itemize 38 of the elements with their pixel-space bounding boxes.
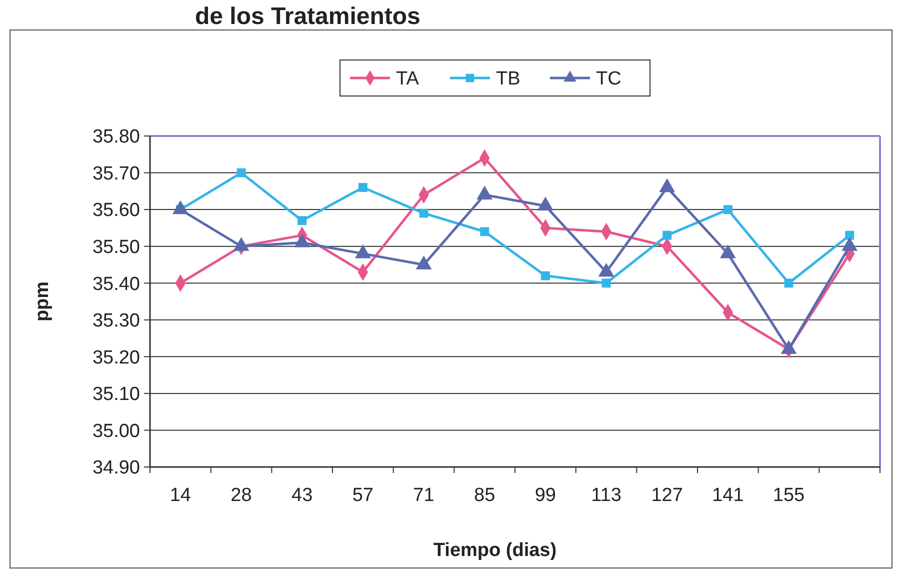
legend-label: TA <box>396 68 420 90</box>
y-tick-label: 35.50 <box>92 236 140 258</box>
point <box>845 230 854 240</box>
x-tick-label: 155 <box>772 485 805 506</box>
x-tick-label: 57 <box>352 485 374 506</box>
y-axis-title: ppm <box>32 281 53 322</box>
point <box>480 227 490 236</box>
x-axis-title: Tiempo (dias) <box>433 540 557 561</box>
point <box>236 168 246 178</box>
y-tick-label: 35.30 <box>92 310 140 332</box>
x-tick-label: 113 <box>591 485 622 506</box>
y-tick-label: 35.20 <box>92 347 140 368</box>
point <box>784 278 794 288</box>
point <box>298 216 307 226</box>
x-tick-label: 71 <box>413 485 434 506</box>
point <box>723 205 732 214</box>
y-tick-label: 35.80 <box>92 126 140 148</box>
x-tick-label: 99 <box>534 485 556 506</box>
legend-label: TB <box>496 68 520 90</box>
point <box>662 230 672 240</box>
y-tick-label: 34.90 <box>92 458 140 479</box>
y-tick-label: 35.60 <box>92 200 140 222</box>
x-tick-label: 127 <box>651 485 683 506</box>
y-tick-label: 35.40 <box>92 274 140 295</box>
legend-label: TC <box>596 68 622 90</box>
y-tick-label: 35.10 <box>92 384 140 406</box>
y-tick-label: 35.00 <box>92 420 140 442</box>
point <box>358 183 368 192</box>
x-tick-label: 14 <box>170 485 192 506</box>
x-tick-label: 141 <box>712 485 744 506</box>
point <box>602 278 611 288</box>
point <box>419 208 428 218</box>
x-tick-label: 43 <box>292 485 313 506</box>
x-tick-label: 28 <box>230 485 252 506</box>
point <box>540 271 550 280</box>
x-tick-label: 85 <box>474 485 496 506</box>
y-tick-label: 35.70 <box>92 163 140 184</box>
chart-title: de los Tratamientos <box>195 3 420 30</box>
